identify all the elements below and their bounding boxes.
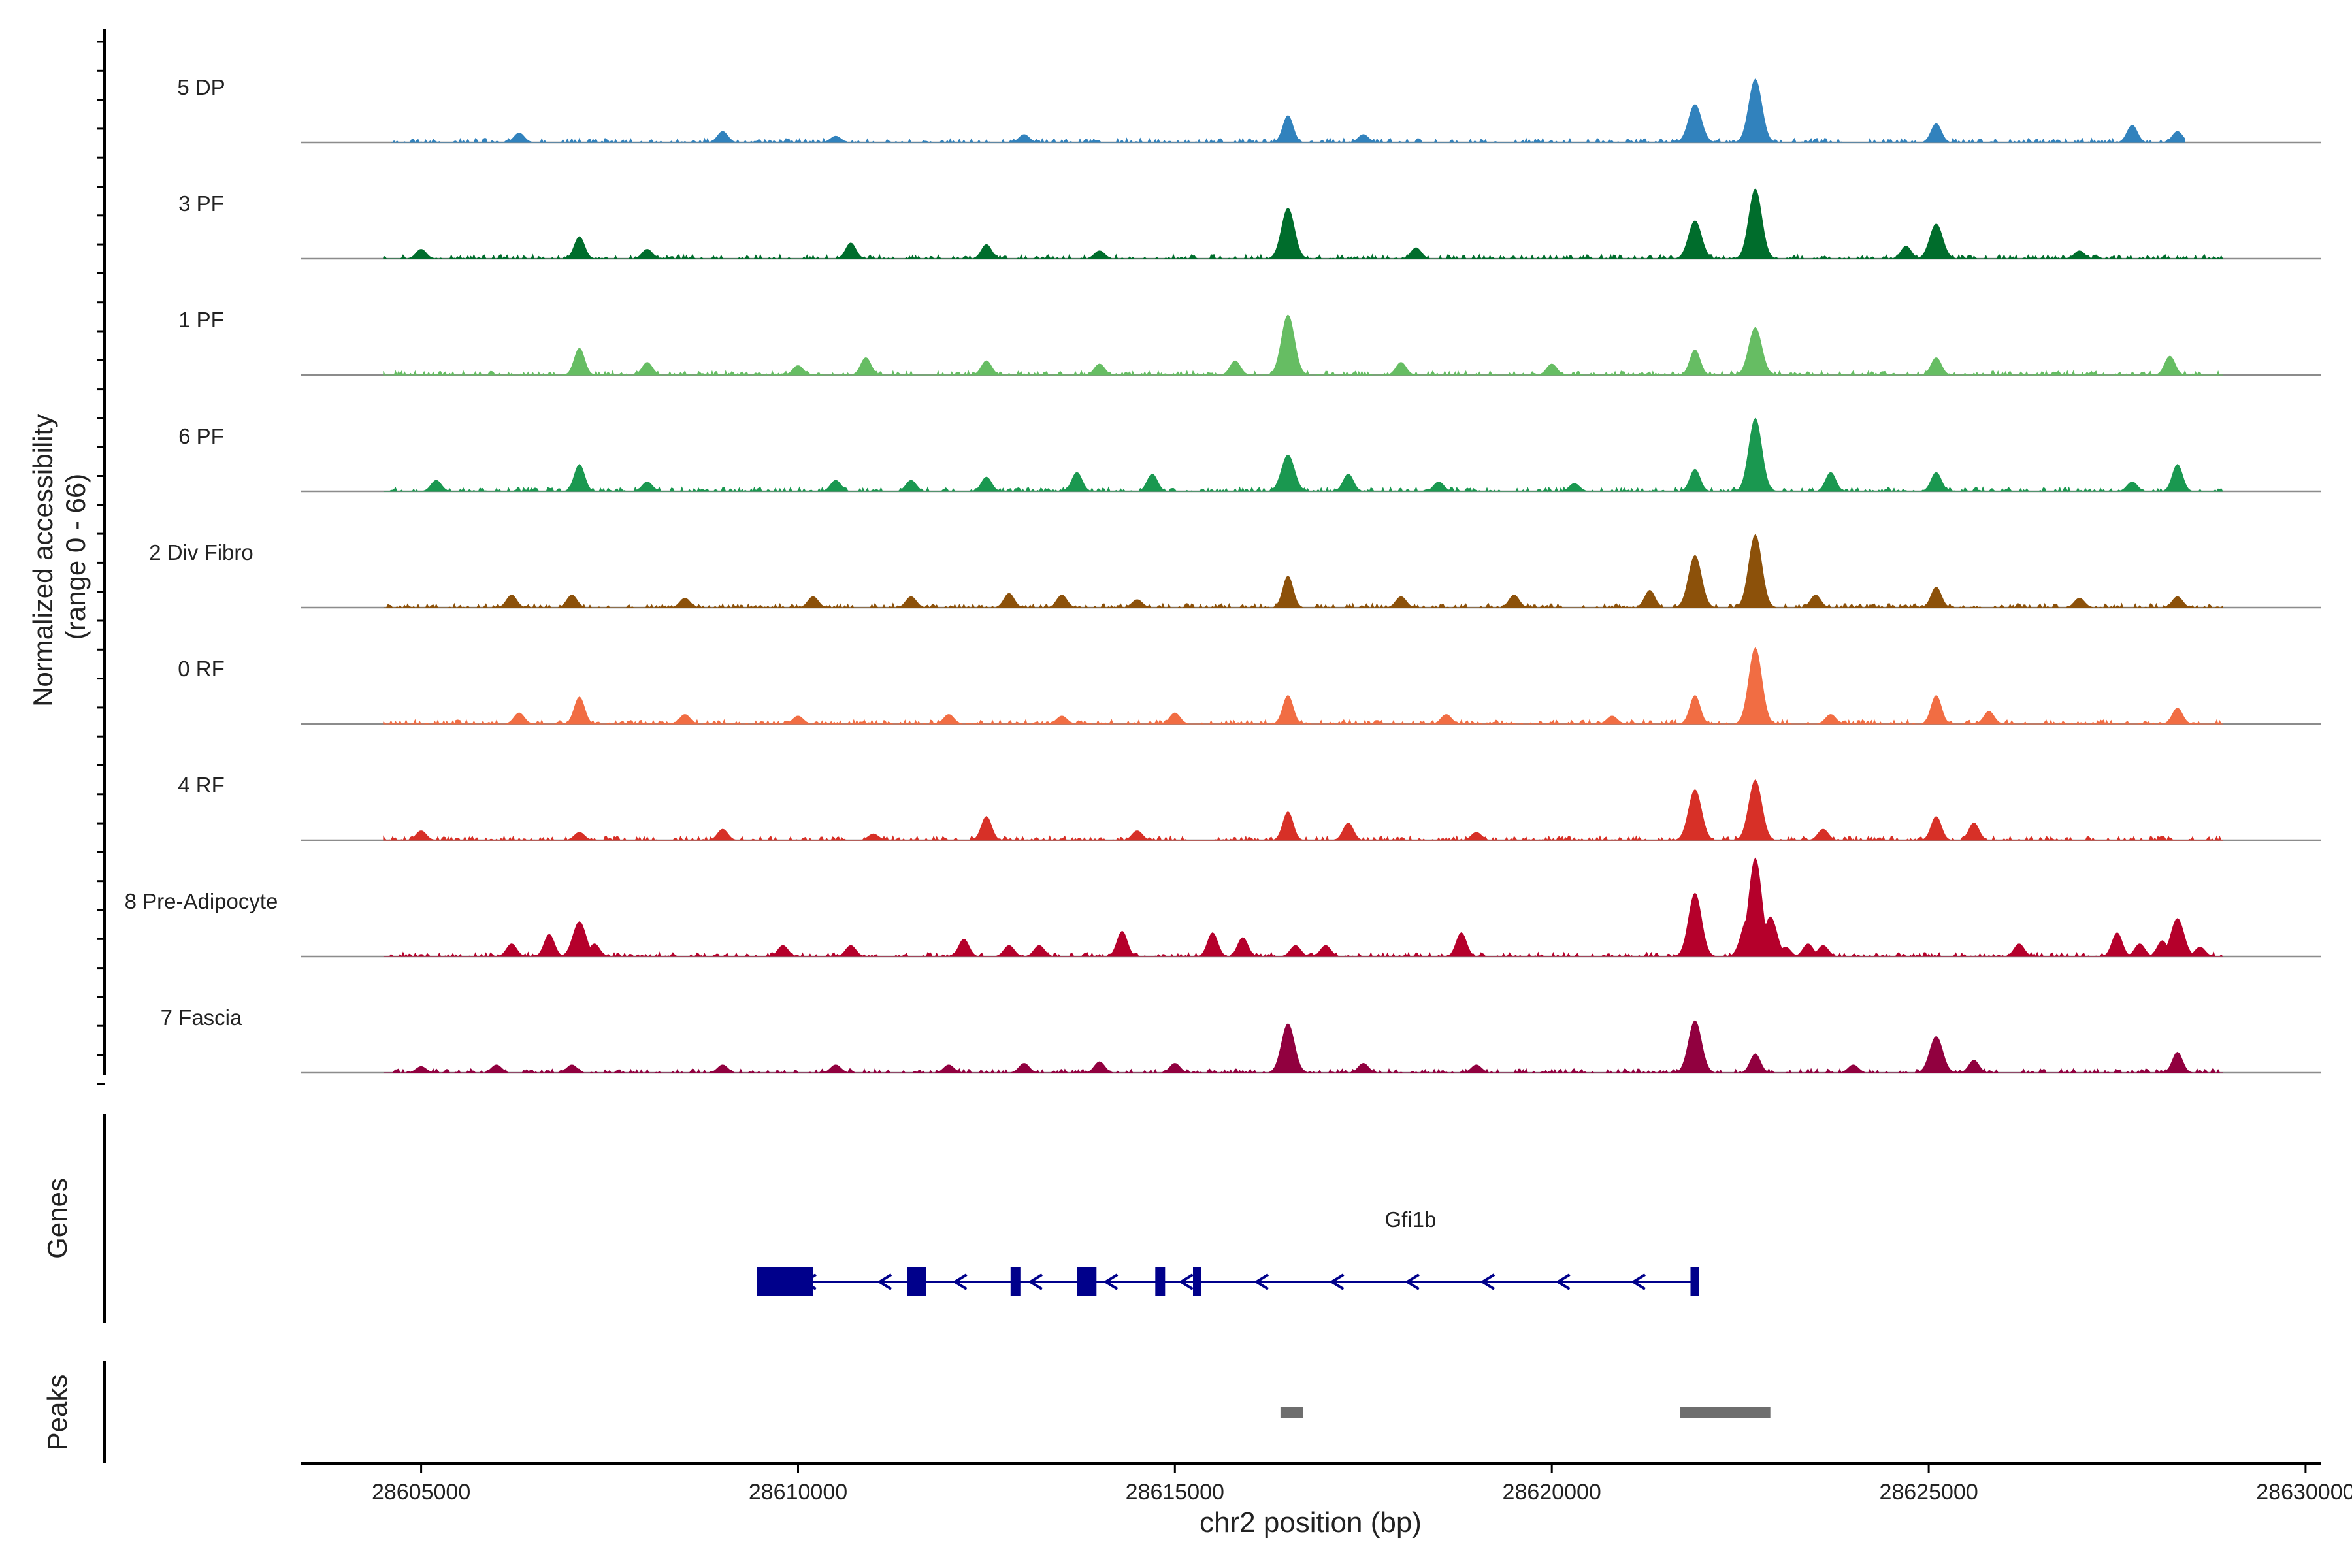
track-6-pf: 6 PF: [178, 417, 2321, 493]
peak-region: [1680, 1407, 1771, 1418]
strand-arrow: [877, 1273, 892, 1290]
track-4-rf: 4 RF: [178, 773, 2321, 841]
x-tick-label: 28605000: [372, 1480, 470, 1505]
strand-arrow: [1404, 1273, 1420, 1290]
track-5-dp: 5 DP: [177, 75, 2321, 144]
coverage-area-3-pf: [383, 188, 2223, 260]
x-tick-label: 28610000: [749, 1480, 847, 1505]
x-tick-label: 28615000: [1126, 1480, 1224, 1505]
coverage-area-7-fascia: [383, 1020, 2223, 1074]
strand-arrow: [1555, 1273, 1571, 1290]
coverage-area-8-pre-adipocyte: [383, 857, 2224, 958]
gene-exon: [1010, 1267, 1021, 1296]
y-axis-label: Normalized accessibility (range 0 - 66): [27, 406, 91, 707]
strand-arrow: [1103, 1273, 1119, 1290]
track-label-5-dp: 5 DP: [177, 75, 225, 99]
coverage-area-2-div-fibro: [383, 534, 2223, 609]
track-label-8-pre-adipocyte: 8 Pre-Adipocyte: [125, 889, 278, 913]
x-tick-label: 28620000: [1503, 1480, 1601, 1505]
coverage-area-0-rf: [383, 647, 2223, 725]
genes-panel: Genes Gfi1b: [42, 1114, 1699, 1323]
gene-name-gfi1b: Gfi1b: [1384, 1207, 1436, 1232]
track-label-0-rf: 0 RF: [178, 657, 225, 681]
x-axis-label: chr2 position (bp): [1200, 1507, 1422, 1539]
coverage-area-5-dp: [391, 78, 2185, 144]
strand-arrow: [1254, 1273, 1269, 1290]
coverage-area-6-pf: [383, 417, 2223, 493]
track-label-1-pf: 1 PF: [178, 308, 224, 332]
track-3-pf: 3 PF: [178, 188, 2321, 260]
track-2-div-fibro: 2 Div Fibro: [149, 534, 2321, 609]
x-tick-label: 28625000: [1879, 1480, 1978, 1505]
y-axis-label-line-1: Normalized accessibility: [27, 414, 58, 707]
gene-exon: [1193, 1267, 1201, 1296]
track-label-7-fascia: 7 Fascia: [161, 1005, 242, 1030]
track-label-3-pf: 3 PF: [178, 191, 224, 216]
gene-exon: [1690, 1267, 1699, 1296]
genes-panel-label: Genes: [42, 1178, 73, 1259]
gene-exon: [1155, 1267, 1166, 1296]
track-label-4-rf: 4 RF: [178, 773, 225, 797]
strand-arrow: [1480, 1273, 1495, 1290]
strand-arrow: [1631, 1273, 1646, 1290]
coverage-area-1-pf: [383, 314, 2223, 376]
gene-exon: [1077, 1267, 1097, 1296]
coverage-tracks: 5 DP 3 PF 1 PF 6 PF 2 Div Fibro 0 RF 4 RF 8 Pre…: [125, 75, 2321, 1074]
x-axis: 28605000 28610000 28615000 28620000 28625000…: [301, 1462, 2352, 1505]
gene-exon: [907, 1267, 926, 1296]
strand-arrow: [1329, 1273, 1345, 1290]
coverage-area-4-rf: [383, 779, 2223, 841]
gene-gfi1b: Gfi1b: [757, 1207, 1699, 1296]
y-axis-label-line-2: (range 0 - 66): [60, 474, 91, 640]
track-7-fascia: 7 Fascia: [161, 1005, 2321, 1074]
track-8-pre-adipocyte: 8 Pre-Adipocyte: [125, 857, 2321, 958]
track-label-6-pf: 6 PF: [178, 424, 224, 448]
track-1-pf: 1 PF: [178, 308, 2321, 376]
peaks-panel-label: Peaks: [42, 1375, 73, 1451]
x-tick-label: 28630000: [2256, 1480, 2352, 1505]
track-label-2-div-fibro: 2 Div Fibro: [149, 540, 253, 564]
peaks-panel: Peaks: [42, 1361, 1771, 1463]
strand-arrow: [1178, 1273, 1194, 1290]
gene-exon: [757, 1267, 813, 1296]
track-0-rf: 0 RF: [178, 647, 2321, 725]
strand-arrow: [1028, 1273, 1043, 1290]
accessibility-axis: [97, 29, 106, 1085]
strand-arrow: [952, 1273, 968, 1290]
peak-region: [1280, 1407, 1303, 1418]
